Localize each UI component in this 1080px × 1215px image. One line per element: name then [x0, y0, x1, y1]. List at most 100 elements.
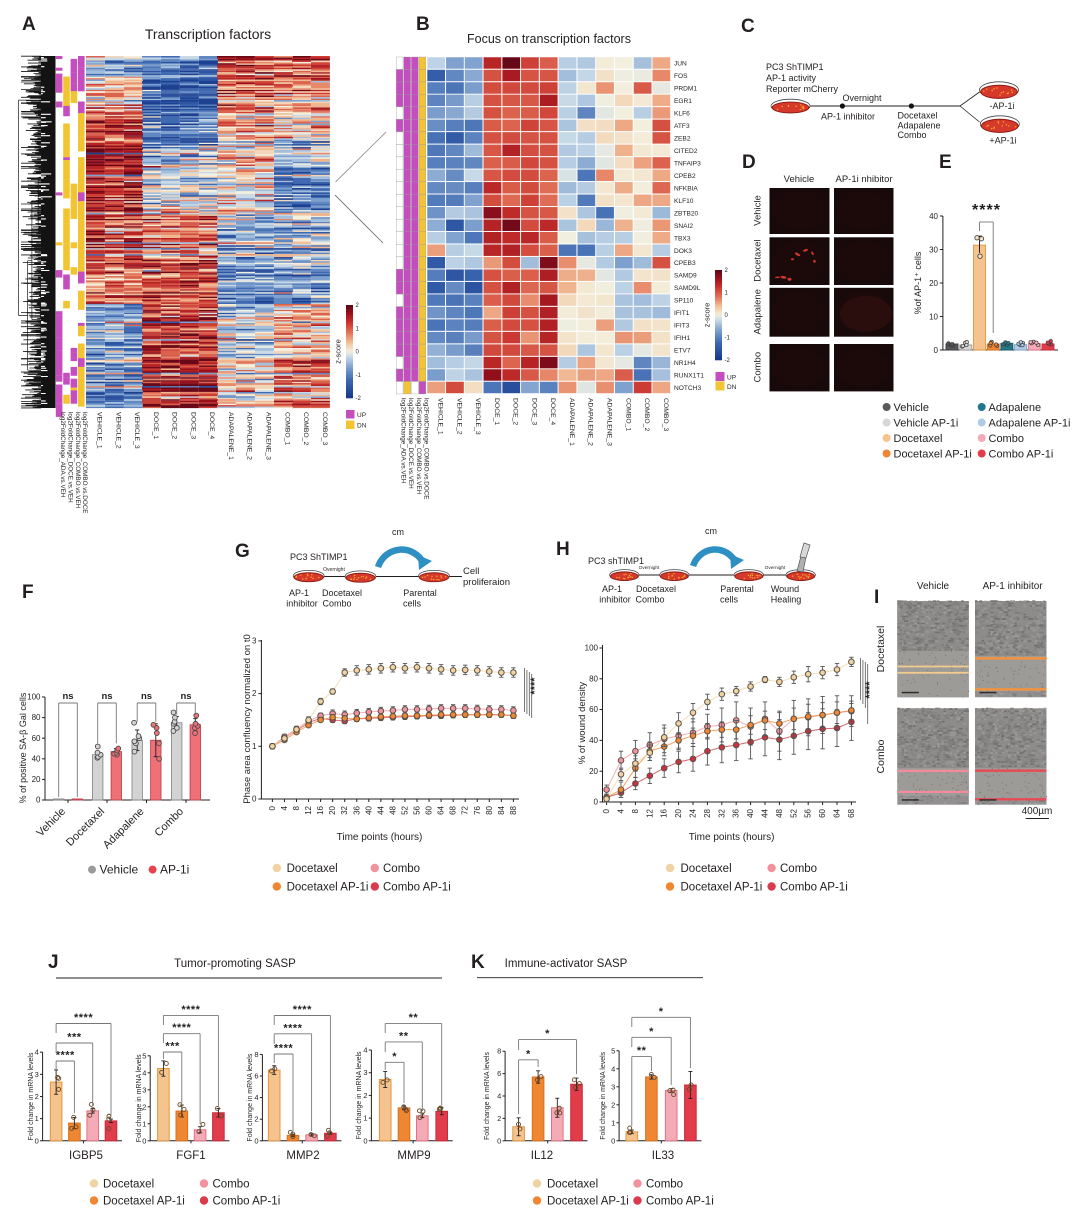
- svg-text:G: G: [235, 541, 250, 562]
- svg-text:40: 40: [32, 754, 41, 763]
- svg-text:log2FoldChange_COMBO.vs.DOCE: log2FoldChange_COMBO.vs.DOCE: [81, 412, 88, 514]
- svg-text:IGBP5: IGBP5: [69, 1150, 103, 1162]
- svg-text:2: 2: [142, 1102, 146, 1111]
- svg-text:IFIH1: IFIH1: [674, 335, 690, 342]
- svg-text:56: 56: [804, 808, 813, 817]
- svg-text:Docetaxel: Docetaxel: [898, 111, 938, 121]
- svg-text:Healing: Healing: [771, 595, 802, 605]
- svg-text:20: 20: [674, 808, 683, 817]
- svg-text:Combo: Combo: [322, 599, 351, 609]
- svg-text:KLF10: KLF10: [674, 198, 694, 205]
- svg-text:FGF1: FGF1: [176, 1150, 205, 1162]
- svg-text:VEHICLE_2: VEHICLE_2: [455, 398, 462, 435]
- svg-text:Focus on transcription factors: Focus on transcription factors: [467, 32, 631, 46]
- svg-text:cm: cm: [705, 526, 717, 536]
- svg-text:20: 20: [328, 805, 337, 814]
- svg-text:AP-1 activity: AP-1 activity: [766, 73, 817, 83]
- svg-text:ns: ns: [101, 691, 112, 702]
- svg-text:Fold change in mRNA levels: Fold change in mRNA levels: [356, 1051, 363, 1139]
- svg-text:ADAPALENE_3: ADAPALENE_3: [606, 398, 613, 446]
- svg-text:Vehicle: Vehicle: [753, 195, 764, 226]
- svg-text:32: 32: [340, 805, 349, 814]
- svg-text:20: 20: [32, 775, 41, 784]
- svg-text:VEHICLE_1: VEHICLE_1: [96, 412, 103, 449]
- svg-text:COMBO_2: COMBO_2: [302, 412, 309, 445]
- svg-text:1: 1: [252, 742, 257, 751]
- svg-text:0: 0: [36, 796, 41, 805]
- svg-text:PC3 shTIMP1: PC3 shTIMP1: [588, 556, 644, 566]
- svg-text:Docetaxel: Docetaxel: [322, 588, 362, 598]
- svg-text:J: J: [48, 952, 59, 973]
- svg-text:Combo AP-1i: Combo AP-1i: [780, 882, 848, 894]
- svg-text:Docetaxel AP-1i: Docetaxel AP-1i: [681, 882, 763, 894]
- svg-text:CPEB3: CPEB3: [674, 260, 696, 267]
- svg-text:I: I: [874, 587, 879, 608]
- svg-text:-1: -1: [356, 373, 362, 379]
- svg-text:Docetaxel AP-1i: Docetaxel AP-1i: [894, 448, 972, 460]
- svg-text:3: 3: [142, 1085, 146, 1094]
- svg-text:AP-1: AP-1: [289, 588, 309, 598]
- svg-text:1: 1: [611, 1118, 615, 1127]
- svg-text:88: 88: [509, 805, 518, 814]
- svg-text:F: F: [22, 582, 34, 603]
- svg-text:Adapalene: Adapalene: [898, 120, 941, 130]
- svg-text:AP-1: AP-1: [602, 584, 622, 594]
- svg-text:NR1H4: NR1H4: [674, 360, 696, 367]
- svg-text:8: 8: [631, 808, 640, 813]
- svg-text:Docetaxel: Docetaxel: [547, 1179, 598, 1191]
- svg-text:0: 0: [356, 350, 360, 356]
- svg-text:Fold change in mRNA levels: Fold change in mRNA levels: [136, 1054, 143, 1142]
- svg-text:DN: DN: [727, 384, 737, 391]
- svg-text:RUNX1T1: RUNX1T1: [674, 373, 704, 380]
- svg-text:Combo: Combo: [989, 433, 1024, 445]
- svg-text:TBX3: TBX3: [674, 235, 691, 242]
- svg-text:DOCE_4: DOCE_4: [549, 398, 556, 425]
- svg-text:4: 4: [497, 1092, 501, 1101]
- svg-text:Immune-activator SASP: Immune-activator SASP: [505, 958, 628, 970]
- svg-text:****: ****: [74, 1012, 93, 1024]
- svg-text:40: 40: [364, 805, 373, 814]
- svg-text:VEHICLE_3: VEHICLE_3: [133, 412, 140, 449]
- svg-text:Docetaxel: Docetaxel: [753, 240, 764, 282]
- svg-text:*: *: [545, 1028, 550, 1040]
- svg-text:400µm: 400µm: [1022, 806, 1053, 817]
- svg-text:Overnight: Overnight: [323, 567, 345, 573]
- svg-text:ns: ns: [62, 691, 73, 702]
- svg-text:16: 16: [660, 808, 669, 817]
- svg-text:log2FoldChange_ADA.vs.VEH: log2FoldChange_ADA.vs.VEH: [400, 398, 407, 484]
- svg-text:****: ****: [283, 1022, 302, 1034]
- svg-text:0: 0: [611, 1136, 615, 1145]
- svg-text:36: 36: [732, 808, 741, 817]
- svg-text:60: 60: [589, 705, 598, 714]
- svg-text:AP-1 inhibitor: AP-1 inhibitor: [821, 112, 875, 122]
- svg-text:1: 1: [363, 1114, 367, 1123]
- svg-text:-1: -1: [725, 336, 731, 342]
- svg-text:*: *: [526, 1048, 531, 1060]
- svg-text:ETV7: ETV7: [674, 348, 691, 355]
- svg-text:VEHICLE_3: VEHICLE_3: [474, 398, 481, 435]
- svg-text:AP-1i: AP-1i: [160, 862, 189, 876]
- svg-text:VEHICLE_2: VEHICLE_2: [114, 412, 121, 449]
- svg-text:DOCE_2: DOCE_2: [512, 398, 519, 425]
- svg-text:Combo AP-1i: Combo AP-1i: [383, 882, 451, 894]
- svg-text:UP: UP: [357, 412, 366, 419]
- svg-text:cells: cells: [720, 595, 739, 605]
- svg-text:44: 44: [376, 805, 385, 814]
- svg-text:52: 52: [789, 808, 798, 817]
- svg-text:80: 80: [32, 713, 41, 722]
- svg-text:60: 60: [818, 808, 827, 817]
- svg-text:log2FoldChange_ADA.vs.VEH: log2FoldChange_ADA.vs.VEH: [59, 412, 66, 498]
- svg-text:48: 48: [775, 808, 784, 817]
- svg-text:100: 100: [27, 693, 41, 702]
- svg-text:80: 80: [485, 805, 494, 814]
- svg-text:inhibitor: inhibitor: [599, 595, 631, 605]
- svg-text:****: ****: [293, 1004, 312, 1016]
- svg-text:20: 20: [589, 767, 598, 776]
- svg-text:-2: -2: [725, 358, 731, 364]
- svg-text:Parental: Parental: [720, 584, 754, 594]
- svg-text:****: ****: [529, 677, 541, 695]
- svg-text:Docetaxel: Docetaxel: [636, 584, 676, 594]
- svg-text:SAMD9: SAMD9: [674, 273, 697, 280]
- svg-text:84: 84: [497, 805, 506, 814]
- svg-text:%of AP-1⁺ cells: %of AP-1⁺ cells: [913, 251, 923, 314]
